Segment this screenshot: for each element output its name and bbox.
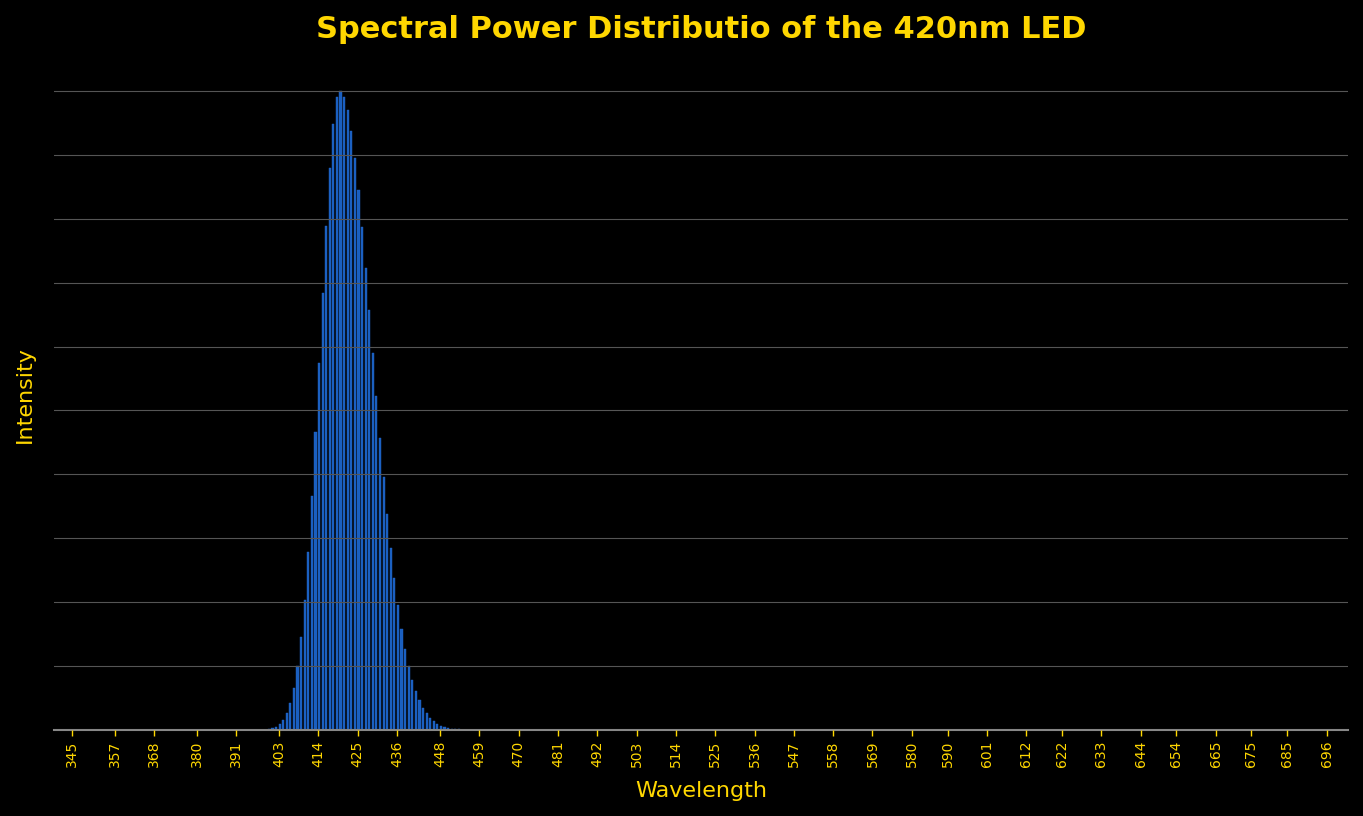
Bar	[315, 432, 316, 730]
Bar	[275, 727, 277, 730]
Bar	[440, 725, 442, 730]
Bar	[289, 703, 292, 730]
Bar	[328, 168, 331, 730]
Bar	[401, 628, 402, 730]
Bar	[271, 728, 274, 730]
Bar	[354, 157, 356, 730]
Bar	[412, 680, 413, 730]
Title: Spectral Power Distributio of the 420nm LED: Spectral Power Distributio of the 420nm …	[316, 15, 1086, 44]
Bar	[451, 729, 453, 730]
Bar	[414, 691, 417, 730]
Bar	[339, 91, 342, 730]
X-axis label: Wavelength: Wavelength	[635, 781, 767, 801]
Bar	[403, 649, 406, 730]
Bar	[447, 728, 450, 730]
Bar	[418, 700, 421, 730]
Bar	[318, 363, 320, 730]
Bar	[307, 552, 309, 730]
Bar	[436, 724, 439, 730]
Bar	[326, 226, 327, 730]
Bar	[304, 600, 305, 730]
Bar	[423, 707, 424, 730]
Bar	[432, 721, 435, 730]
Bar	[346, 110, 349, 730]
Bar	[361, 228, 363, 730]
Bar	[429, 718, 431, 730]
Bar	[350, 131, 353, 730]
Bar	[390, 548, 391, 730]
Bar	[372, 353, 373, 730]
Bar	[300, 637, 303, 730]
Bar	[282, 720, 285, 730]
Y-axis label: Intensity: Intensity	[15, 346, 35, 443]
Bar	[425, 713, 428, 730]
Bar	[278, 724, 281, 730]
Bar	[357, 190, 360, 730]
Bar	[394, 579, 395, 730]
Bar	[386, 514, 388, 730]
Bar	[322, 293, 324, 730]
Bar	[335, 97, 338, 730]
Bar	[333, 123, 334, 730]
Bar	[364, 268, 367, 730]
Bar	[454, 729, 457, 730]
Bar	[297, 667, 298, 730]
Bar	[397, 605, 399, 730]
Bar	[408, 666, 410, 730]
Bar	[379, 437, 382, 730]
Bar	[293, 688, 294, 730]
Bar	[343, 97, 345, 730]
Bar	[375, 396, 378, 730]
Bar	[368, 310, 371, 730]
Bar	[443, 727, 446, 730]
Bar	[286, 713, 288, 730]
Bar	[311, 496, 313, 730]
Bar	[383, 477, 384, 730]
